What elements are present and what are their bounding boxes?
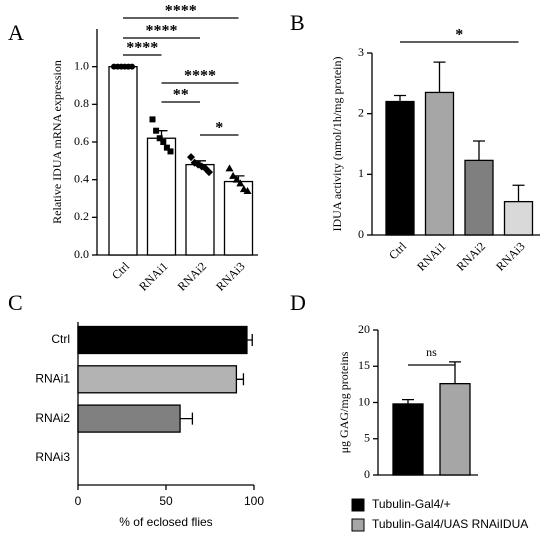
point (129, 63, 135, 70)
bar (77, 325, 248, 355)
panel-label: A (8, 20, 24, 45)
x-tick-label: RNAi2 (454, 239, 488, 273)
error-bar (512, 184, 525, 202)
y-tick-label: 0 (364, 467, 370, 481)
x-tick-label: RNAi3 (493, 239, 527, 273)
y-tick-label: RNAi1 (35, 371, 70, 385)
bar (424, 91, 455, 236)
point (232, 175, 241, 183)
y-tick-label: RNAi3 (35, 450, 70, 464)
bar (385, 100, 415, 236)
significance-label: **** (165, 3, 197, 20)
bar (185, 163, 215, 256)
panel-label: C (8, 290, 23, 315)
x-tick-label: 50 (159, 494, 173, 508)
bar (439, 382, 471, 476)
y-tick-label: 0.6 (74, 134, 89, 148)
bar (77, 404, 181, 433)
error-bar (394, 94, 406, 102)
error-bar (402, 398, 414, 404)
error-bar (433, 61, 446, 93)
point (236, 179, 245, 187)
error-bar (236, 373, 245, 386)
point (229, 171, 238, 179)
y-tick-label: 0.8 (74, 96, 89, 110)
significance-label: **** (126, 40, 158, 57)
significance-label: ** (173, 87, 189, 104)
y-tick-label: 0.4 (74, 171, 89, 185)
legend-swatch (351, 498, 365, 512)
point (149, 116, 156, 123)
y-tick-label: 20 (358, 322, 370, 336)
y-tick-label: 5 (364, 431, 370, 445)
point (243, 186, 252, 194)
bar (464, 159, 494, 236)
x-tick-label: RNAi2 (175, 259, 209, 293)
significance-label: **** (146, 23, 178, 40)
point (156, 135, 163, 142)
y-tick-label: 15 (358, 358, 370, 372)
y-tick-label: 0.0 (74, 247, 89, 261)
significance-label: * (455, 27, 463, 44)
y-tick-label: 0 (358, 227, 364, 241)
legend-label: Tubulin-Gal4/+ (372, 497, 451, 511)
legend-label: Tubulin-Gal4/UAS RNAiIDUA (372, 517, 528, 531)
error-bar (473, 140, 485, 161)
y-tick-label: 1 (358, 166, 364, 180)
panel-label: B (290, 10, 305, 35)
significance-label: * (215, 120, 223, 137)
point (205, 168, 213, 177)
y-axis-label: μg GAG/mg proteins (337, 351, 351, 453)
point (163, 144, 170, 151)
x-tick-label: RNAi3 (213, 259, 247, 293)
bar (108, 66, 138, 256)
y-axis-label: Relative IDUA mRNA expression (50, 60, 64, 224)
point (187, 153, 195, 162)
y-tick-label: Ctrl (51, 332, 70, 346)
bar (146, 137, 177, 256)
x-tick-label: RNAi1 (136, 259, 170, 293)
panel-label: D (290, 290, 306, 315)
y-tick-label: 10 (358, 394, 370, 408)
point (167, 148, 174, 155)
x-tick-label: 100 (244, 494, 264, 508)
y-tick-label: 0.2 (74, 209, 89, 223)
x-tick-label: Ctrl (386, 239, 410, 263)
x-tick-label: Ctrl (109, 259, 133, 283)
x-tick-label: RNAi1 (414, 239, 448, 273)
y-tick-label: 3 (358, 45, 364, 59)
x-axis-label: % of eclosed flies (119, 515, 212, 529)
point (160, 139, 167, 145)
bar (77, 365, 238, 394)
point (153, 127, 160, 134)
point (225, 164, 234, 172)
legend-swatch (351, 518, 365, 532)
error-bar (246, 334, 253, 346)
y-axis-label: IDUA activity (nmol/1h/mg protein) (330, 57, 344, 232)
y-tick-label: 1.0 (74, 58, 89, 72)
y-tick-label: 2 (358, 105, 364, 119)
y-tick-label: RNAi2 (35, 411, 70, 425)
significance-label: ns (426, 345, 437, 359)
bar (392, 403, 424, 476)
x-tick-label: 0 (75, 494, 82, 508)
error-bar (180, 412, 194, 425)
bar (503, 200, 534, 236)
significance-label: **** (184, 68, 216, 85)
